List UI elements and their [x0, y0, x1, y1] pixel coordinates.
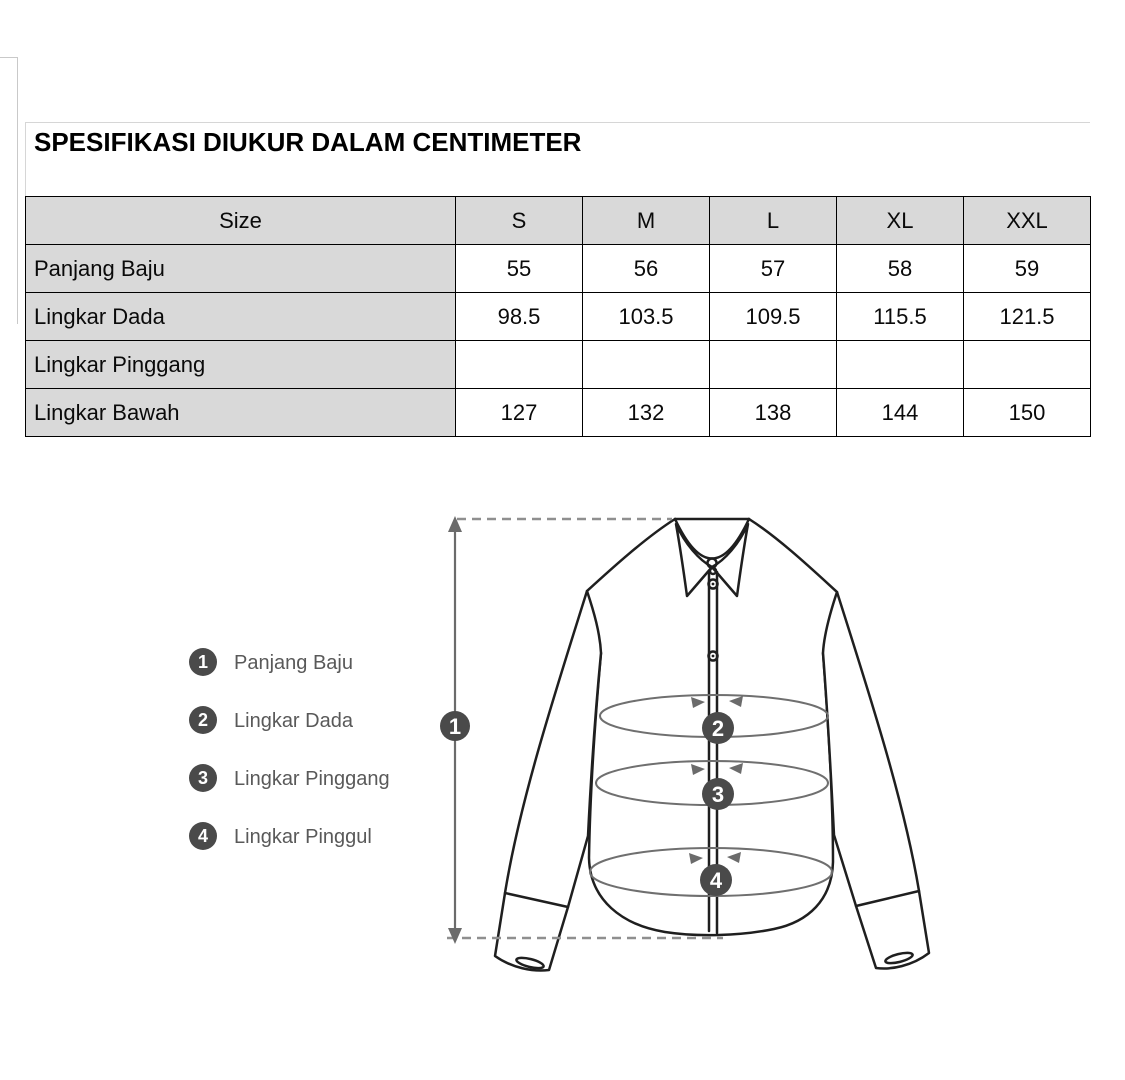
page-title: SPESIFIKASI DIUKUR DALAM CENTIMETER: [34, 127, 582, 157]
cell-value: 58: [836, 244, 964, 293]
table-row: Lingkar Bawah 127 132 138 144 150: [25, 388, 1091, 437]
marker-number: 2: [712, 716, 724, 741]
cell-value: [836, 340, 964, 389]
header-cell-s: S: [455, 196, 583, 245]
legend-badge: [189, 822, 217, 850]
legend-badge: [189, 648, 217, 676]
marker-1: 1: [440, 711, 470, 741]
shirt-left-lapel: [674, 522, 714, 598]
shirt-right-cuff-detail: [884, 951, 914, 965]
measurement-legend: 1 Panjang Baju 2 Lingkar Dada 3 Lingkar …: [189, 648, 390, 850]
cell-value: [963, 340, 1091, 389]
cell-value: 103.5: [582, 292, 710, 341]
legend-label: Lingkar Pinggul: [234, 826, 372, 848]
legend-number: 1: [198, 652, 208, 672]
cell-value: 59: [963, 244, 1091, 293]
arrow-right-icon: [691, 764, 705, 775]
row-label: Lingkar Pinggang: [25, 340, 456, 389]
shirt-left-cuff-detail: [515, 956, 545, 970]
legend-label: Lingkar Pinggang: [234, 768, 390, 790]
legend-badge: [189, 706, 217, 734]
marker-circle: [702, 712, 734, 744]
size-spec-table: Size S M L XL XXL Panjang Baju 55 56 57 …: [25, 196, 1091, 437]
arrow-right-icon: [689, 853, 703, 864]
marker-2: 2: [702, 712, 734, 744]
cell-value: 144: [836, 388, 964, 437]
cell-value: [582, 340, 710, 389]
shirt-right-shoulder: [747, 517, 839, 594]
shirt-right-cuff-seam: [854, 889, 921, 908]
arrow-left-icon: [727, 852, 741, 863]
shirt-right-sleeve: [821, 590, 931, 970]
legend-number: 4: [198, 826, 208, 846]
legend-label: Lingkar Dada: [234, 710, 354, 732]
title-block: SPESIFIKASI DIUKUR DALAM CENTIMETER: [25, 122, 1090, 196]
header-cell-xl: XL: [836, 196, 964, 245]
legend-item: 3 Lingkar Pinggang: [189, 764, 390, 792]
header-cell-m: M: [582, 196, 710, 245]
cell-value: 55: [455, 244, 583, 293]
table-row: Lingkar Pinggang: [25, 340, 1091, 389]
marker-4: 4: [700, 864, 732, 896]
row-label: Lingkar Dada: [25, 292, 456, 341]
hip-measure-ellipse: [589, 847, 833, 897]
cell-value: 132: [582, 388, 710, 437]
cell-value: [455, 340, 583, 389]
marker-3: 3: [702, 778, 734, 810]
marker-circle: [702, 778, 734, 810]
measurement-guides: 1 2 3 4: [440, 516, 833, 944]
arrow-right-icon: [691, 697, 705, 708]
header-cell-xxl: XXL: [963, 196, 1091, 245]
legend-badge: [189, 764, 217, 792]
measurement-diagram: 1 2 3 4 1 Panjang Baju: [189, 516, 931, 972]
marker-circle: [700, 864, 732, 896]
table-header-row: Size S M L XL XXL: [25, 196, 1091, 245]
button-dot-icon: [711, 654, 715, 658]
legend-number: 3: [198, 768, 208, 788]
cell-value: 121.5: [963, 292, 1091, 341]
legend-number: 2: [198, 710, 208, 730]
shirt-right-lapel: [710, 522, 750, 598]
table-row: Lingkar Dada 98.5 103.5 109.5 115.5 121.…: [25, 292, 1091, 341]
button-dot-icon: [711, 582, 715, 586]
frame-corner-vertical: [17, 57, 18, 324]
arrow-down-icon: [448, 928, 462, 944]
table-row: Panjang Baju 55 56 57 58 59: [25, 244, 1091, 293]
cell-value: 109.5: [709, 292, 837, 341]
button-icon: [707, 650, 719, 662]
row-label: Lingkar Bawah: [25, 388, 456, 437]
cell-value: 150: [963, 388, 1091, 437]
row-label: Panjang Baju: [25, 244, 456, 293]
cell-value: 138: [709, 388, 837, 437]
cell-value: 57: [709, 244, 837, 293]
marker-circle: [440, 711, 470, 741]
cell-value: 127: [455, 388, 583, 437]
cell-value: 56: [582, 244, 710, 293]
cell-value: 115.5: [836, 292, 964, 341]
shirt-left-shoulder: [585, 517, 677, 593]
arrow-up-icon: [448, 516, 462, 532]
frame-corner-horizontal: [0, 57, 18, 58]
marker-number: 3: [712, 782, 724, 807]
shirt-left-sleeve: [493, 589, 603, 972]
header-cell-l: L: [709, 196, 837, 245]
arrow-left-icon: [729, 696, 743, 707]
button-icon: [707, 578, 719, 590]
shirt-left-cuff-seam: [503, 891, 570, 909]
legend-label: Panjang Baju: [234, 652, 353, 674]
shirt-drawing: [493, 517, 931, 972]
collar-button-icon: [708, 566, 718, 576]
arrow-left-icon: [729, 763, 743, 774]
header-cell-size: Size: [25, 196, 456, 245]
cell-value: [709, 340, 837, 389]
cell-value: 98.5: [455, 292, 583, 341]
marker-number: 4: [710, 868, 723, 893]
legend-item: 1 Panjang Baju: [189, 648, 353, 676]
marker-number: 1: [449, 714, 461, 739]
legend-item: 4 Lingkar Pinggul: [189, 822, 372, 850]
legend-item: 2 Lingkar Dada: [189, 706, 354, 734]
